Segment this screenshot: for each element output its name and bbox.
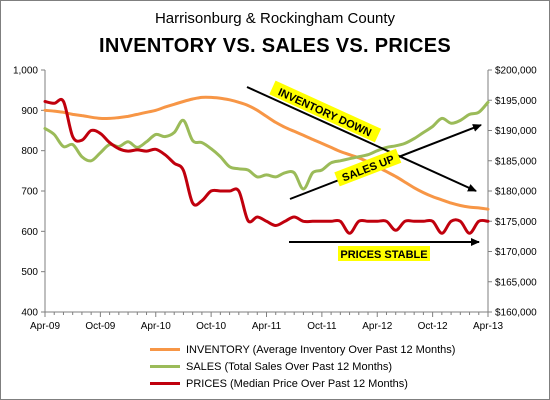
y-right-tick-label: $200,000	[495, 66, 537, 77]
axes: 400 500 600 700 800 900 1,000 $160,000 $165,000 $…	[13, 66, 537, 333]
legend: INVENTORY (Average Inventory Over Past 1…	[150, 341, 455, 392]
legend-item: INVENTORY (Average Inventory Over Past 1…	[150, 341, 455, 358]
annotation-inventory-down-highlight	[269, 80, 382, 143]
y-left-tick-label: 500	[21, 267, 38, 278]
legend-swatch	[150, 365, 180, 368]
legend-swatch	[150, 348, 180, 351]
x-tick-label: Apr-10	[141, 321, 171, 332]
annotation-sales-up-highlight	[334, 148, 402, 187]
x-tick-label: Apr-12	[362, 321, 392, 332]
legend-label: PRICES (Median Price Over Past 12 Months…	[186, 377, 408, 390]
y-right-tick-label: $160,000	[495, 308, 537, 319]
y-left-tick-label: 900	[21, 106, 38, 117]
legend-label: INVENTORY (Average Inventory Over Past 1…	[186, 343, 456, 356]
y-left-tick-label: 800	[21, 146, 38, 157]
series-line-1	[43, 100, 490, 191]
y-right-tick-label: $170,000	[495, 247, 537, 258]
legend-item: SALES (Total Sales Over Past 12 Months)	[150, 358, 455, 375]
x-tick-label: Oct-12	[418, 321, 448, 332]
chart-title: Harrisonburg & Rockingham County	[154, 10, 396, 27]
x-tick-label: Apr-13	[473, 321, 503, 332]
annotation-inventory-down: INVENTORY DOWN	[276, 86, 373, 139]
y-right-tick-label: $190,000	[495, 126, 537, 137]
x-tick-label: Oct-09	[85, 321, 115, 332]
x-tick-label: Apr-11	[252, 321, 282, 332]
y-right-tick-label: $185,000	[495, 156, 537, 167]
y-right-tick-label: $195,000	[495, 96, 537, 107]
annotation-prices-stable-highlight	[338, 246, 430, 261]
y-right-tick-label: $175,000	[495, 217, 537, 228]
y-left-tick-label: 1,000	[13, 66, 38, 77]
chart-subtitle: INVENTORY VS. SALES VS. PRICES	[98, 35, 452, 57]
inventory-down-arrow	[246, 86, 477, 192]
series-line-0	[43, 95, 490, 211]
legend-swatch	[150, 382, 180, 385]
y-left-tick-label: 400	[21, 308, 38, 319]
annotation-prices-stable-group: PRICES STABLE	[338, 246, 430, 261]
y-right-tick-label: $165,000	[495, 277, 537, 288]
annotation-inventory-down-group: INVENTORY DOWN	[269, 80, 382, 143]
legend-label: SALES (Total Sales Over Past 12 Months)	[186, 360, 393, 373]
y-right-tick-label: $180,000	[495, 187, 537, 198]
series-lines	[43, 95, 490, 235]
y-left-tick-label: 600	[21, 227, 38, 238]
annotation-prices-stable: PRICES STABLE	[340, 249, 427, 261]
x-tick-label: Apr-09	[30, 321, 60, 332]
series-line-2	[43, 97, 490, 235]
x-tick-label: Oct-10	[196, 321, 226, 332]
legend-item: PRICES (Median Price Over Past 12 Months…	[150, 375, 455, 392]
x-tick-label: Oct-11	[307, 321, 337, 332]
y-left-tick-label: 700	[21, 187, 38, 198]
